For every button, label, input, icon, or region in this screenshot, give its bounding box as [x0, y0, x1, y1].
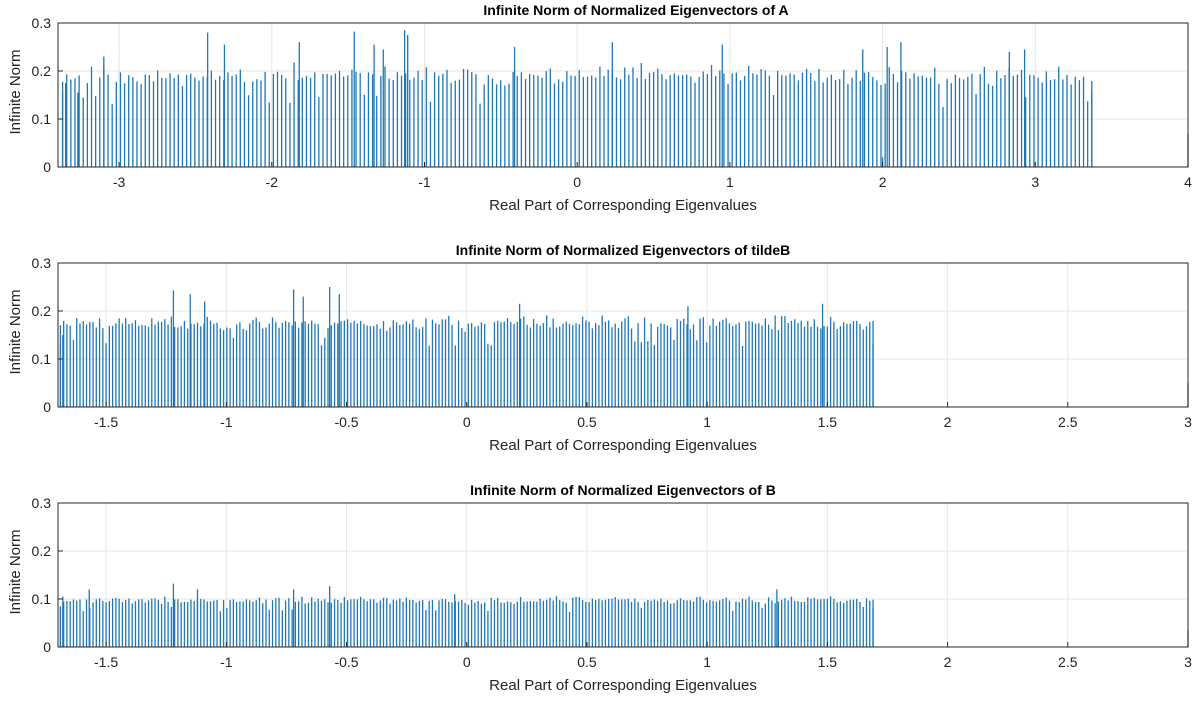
x-tick-label: 1.5	[818, 654, 838, 670]
y-tick-label: 0.2	[32, 543, 52, 559]
x-tick-label: 4	[1184, 174, 1192, 190]
plot-area-frame	[57, 22, 1189, 168]
chart-title: Infinite Norm of Normalized Eigenvectors…	[470, 482, 776, 498]
chart-panel-tildeb: Infinite Norm of Normalized Eigenvectors…	[0, 240, 1199, 474]
y-tick-label: 0.3	[32, 255, 52, 271]
y-tick-label: 0	[43, 639, 51, 655]
x-axis-label: Real Part of Corresponding Eigenvalues	[489, 677, 757, 694]
x-tick-label: 2.5	[1058, 414, 1078, 430]
stem-series	[59, 583, 1189, 647]
y-tick-label: 0	[43, 159, 51, 175]
x-tick-label: 3	[1184, 654, 1192, 670]
plot-area-frame	[57, 502, 1189, 648]
y-tick-label: 0	[43, 399, 51, 415]
x-tick-label: -1	[220, 654, 233, 670]
x-tick-label: 1	[703, 654, 711, 670]
x-tick-label: -1	[418, 174, 431, 190]
chart-a: Infinite Norm of Normalized Eigenvectors…	[7, 2, 1193, 214]
x-tick-label: -1.5	[94, 414, 118, 430]
x-tick-label: 1	[726, 174, 734, 190]
x-tick-label: 2	[879, 174, 887, 190]
y-axis-label: Infinite Norm	[7, 529, 24, 614]
x-tick-label: 2	[944, 654, 952, 670]
x-tick-label: -2	[266, 174, 279, 190]
y-tick-label: 0.3	[32, 495, 52, 511]
stem-series	[59, 287, 1189, 407]
chart-b: Infinite Norm of Normalized Eigenvectors…	[7, 482, 1193, 694]
x-tick-label: 2.5	[1058, 654, 1078, 670]
ticks: -3 -2 -1 0 1 2 3 4 0 0.1 0.2 0.3	[32, 15, 1193, 190]
y-tick-label: 0.2	[32, 63, 52, 79]
chart-panel-a: Infinite Norm of Normalized Eigenvectors…	[0, 0, 1199, 234]
stem-series	[61, 30, 1189, 167]
chart-panel-b: Infinite Norm of Normalized Eigenvectors…	[0, 480, 1199, 714]
x-axis-label: Real Part of Corresponding Eigenvalues	[489, 197, 757, 214]
chart-title: Infinite Norm of Normalized Eigenvectors…	[456, 242, 790, 258]
x-tick-label: -0.5	[334, 414, 358, 430]
x-tick-label: 2	[944, 414, 952, 430]
x-tick-label: 0	[463, 414, 471, 430]
x-tick-label: 0.5	[577, 414, 597, 430]
x-tick-label: -1	[220, 414, 233, 430]
x-tick-label: 1	[703, 414, 711, 430]
y-tick-label: 0.1	[32, 351, 52, 367]
x-tick-label: -3	[113, 174, 126, 190]
x-tick-label: 0	[463, 654, 471, 670]
x-tick-label: 0	[573, 174, 581, 190]
grid-lines	[58, 502, 1189, 648]
chart-tildeb: Infinite Norm of Normalized Eigenvectors…	[7, 242, 1193, 454]
x-tick-label: 0.5	[577, 654, 597, 670]
grid-lines	[58, 262, 1189, 408]
x-tick-label: 1.5	[818, 414, 838, 430]
x-tick-label: -1.5	[94, 654, 118, 670]
ticks: -1.5 -1 -0.5 0 0.5 1 1.5 2 2.5 3 0 0.1 0.2 0.3	[32, 495, 1193, 670]
x-tick-label: 3	[1031, 174, 1039, 190]
y-tick-label: 0.3	[32, 15, 52, 31]
y-tick-label: 0.1	[32, 591, 52, 607]
x-tick-label: 3	[1184, 414, 1192, 430]
x-tick-label: -0.5	[334, 654, 358, 670]
chart-title: Infinite Norm of Normalized Eigenvectors…	[483, 2, 788, 18]
ticks: -1.5 -1 -0.5 0 0.5 1 1.5 2 2.5 3 0 0.1 0.2 0.3	[32, 255, 1193, 430]
y-axis-label: Infinite Norm	[7, 49, 24, 134]
x-axis-label: Real Part of Corresponding Eigenvalues	[489, 437, 757, 454]
y-tick-label: 0.1	[32, 111, 52, 127]
y-tick-label: 0.2	[32, 303, 52, 319]
plot-area-frame	[57, 262, 1189, 408]
y-axis-label: Infinite Norm	[7, 289, 24, 374]
